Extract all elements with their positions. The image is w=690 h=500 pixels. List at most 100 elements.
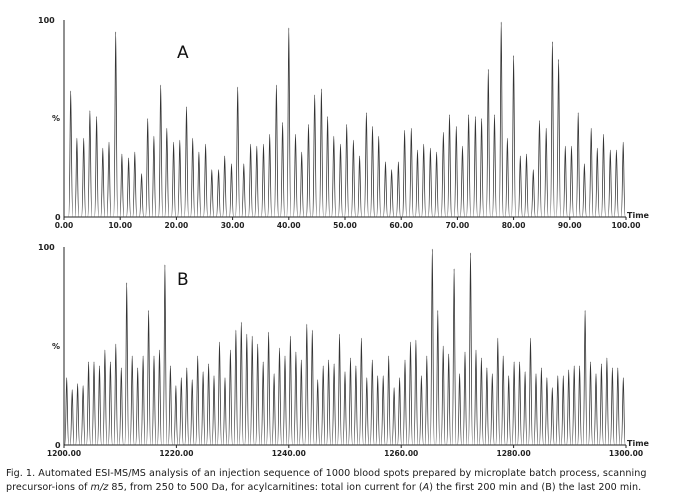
chromatogram-peak [517,155,523,218]
caption-text-a: precursor-ions of [6,482,91,493]
chromatogram-peak [522,371,528,446]
chromatogram-peak [447,114,452,218]
caption-line-1-text: Fig. 1. Automated ESI-MS/MS analysis of … [6,468,647,479]
chromatogram-peak [229,163,234,218]
chromatogram-peak [331,135,337,218]
panel-a-y-tick-percent: % [52,114,60,123]
panel-b-x-ticks: 1200.00 1220.00 1240.00 1260.00 1280.00 1300.… [47,445,643,458]
chromatogram-peak [511,55,516,218]
chromatogram-peak [331,363,337,446]
x-tick-label: 40.00 [277,221,301,230]
chromatogram-peak [468,252,473,446]
chromatogram-peak [473,349,479,446]
chromatogram-peak [319,88,324,218]
chromatogram-peak [266,331,271,446]
panel-b-y-tick-0: 0 [55,441,61,450]
caption-line-2: precursor-ions of m/z 85, from 250 to 50… [6,481,686,495]
chromatogram-peak [500,355,506,446]
x-tick-label: 10.00 [108,221,132,230]
chromatogram-peak [506,375,512,446]
panel-b-y-tick-percent: % [52,342,60,351]
chromatogram-peak [119,153,125,218]
panel-b-y-tick-100: 100 [38,243,55,252]
chromatogram-peak [397,377,402,446]
chromatogram-peak [309,329,315,446]
chromatogram-peak [140,355,146,446]
chromatogram-peak [249,335,255,446]
chromatogram-peak [424,355,430,446]
chromatogram-peak [453,125,459,218]
chromatogram-peak [145,118,151,218]
chromatogram-peak [533,373,539,446]
chromatogram-peak [158,84,164,218]
x-tick-label: 80.00 [502,221,526,230]
panel-a-x-ticks: 0.00 10.00 20.00 30.00 40.00 50.00 60.00 70.00 8… [55,217,640,230]
chromatogram-peak [168,365,173,446]
caption-line-1: Fig. 1. Automated ESI-MS/MS analysis of … [6,467,686,481]
chromatogram-peak [479,357,484,446]
chromatogram-peak [306,123,311,218]
chromatogram-peak [462,351,468,446]
chromatogram-peak [271,373,277,446]
panel-a-peaks [68,21,626,218]
chromatogram-peak [421,143,427,218]
chromatogram-peak [338,143,343,218]
x-tick-label: 1280.00 [497,449,531,458]
chromatogram-peak [74,137,80,218]
chromatogram-peak [267,133,273,218]
chromatogram-peak [157,349,162,446]
chromatogram-peak [100,147,106,218]
chromatogram-peak [383,161,388,218]
chromatogram-peak [588,127,594,218]
chromatogram-peak [582,309,588,446]
x-tick-label: 50.00 [333,221,357,230]
chromatogram-peak [351,139,356,218]
chromatogram-peak [286,27,292,218]
chromatogram-peak [604,357,610,446]
chromatogram-peak [241,163,247,218]
chromatogram-peak [577,365,582,446]
caption-text-b: 85, from 250 to 500 Da, for acylcarnitin… [108,482,423,493]
chromatogram-peak [376,135,382,218]
chromatogram-peak [537,120,542,218]
chromatogram-peak [419,375,424,446]
chromatogram-peak [280,121,285,218]
chromatogram-peak [498,21,504,218]
chromatogram-peak [582,163,587,218]
chromatogram-peak [248,143,253,218]
chromatogram-peak [429,248,435,446]
chromatogram-peak [239,321,244,446]
chromatogram-peak [364,377,370,446]
chromatogram-peak [260,361,266,446]
chromatogram-peak [380,375,386,446]
chromatogram-peak [555,375,561,446]
chromatogram-peak [620,377,626,446]
chromatogram-peak [446,353,451,446]
chromatogram-peak [435,309,441,446]
chromatogram-peak [370,125,375,218]
chromatogram-peak [108,361,113,446]
chromatogram-peak [550,41,555,218]
panel-b-chromatogram: 100 % 0 Time B 1200.00 1220.00 1240.00 1260… [38,243,650,458]
x-tick-label: 90.00 [558,221,582,230]
chromatogram-peak [261,143,266,218]
chromatogram-peak [139,173,144,218]
x-tick-label: 60.00 [389,221,413,230]
chromatogram-peak [315,379,321,446]
chromatogram-figure: 100 % 0 Time A 0.00 10.00 20.00 30.00 40.00 5… [38,16,650,458]
chromatogram-peak [173,385,179,446]
chromatogram-peak [244,333,250,446]
chromatogram-peak [337,333,342,446]
chromatogram-peak [615,367,621,446]
chromatogram-peak [293,351,299,446]
chromatogram-peak [217,341,222,446]
chromatogram-peak [594,147,600,218]
chromatogram-peak [544,377,550,446]
chromatogram-peak [434,151,439,218]
chromatogram-peak [164,127,170,218]
chromatogram-peak [81,137,87,218]
panel-a-label: A [177,43,189,63]
chromatogram-peak [312,94,318,218]
x-tick-label: 1220.00 [159,449,193,458]
chromatogram-peak [209,169,215,218]
